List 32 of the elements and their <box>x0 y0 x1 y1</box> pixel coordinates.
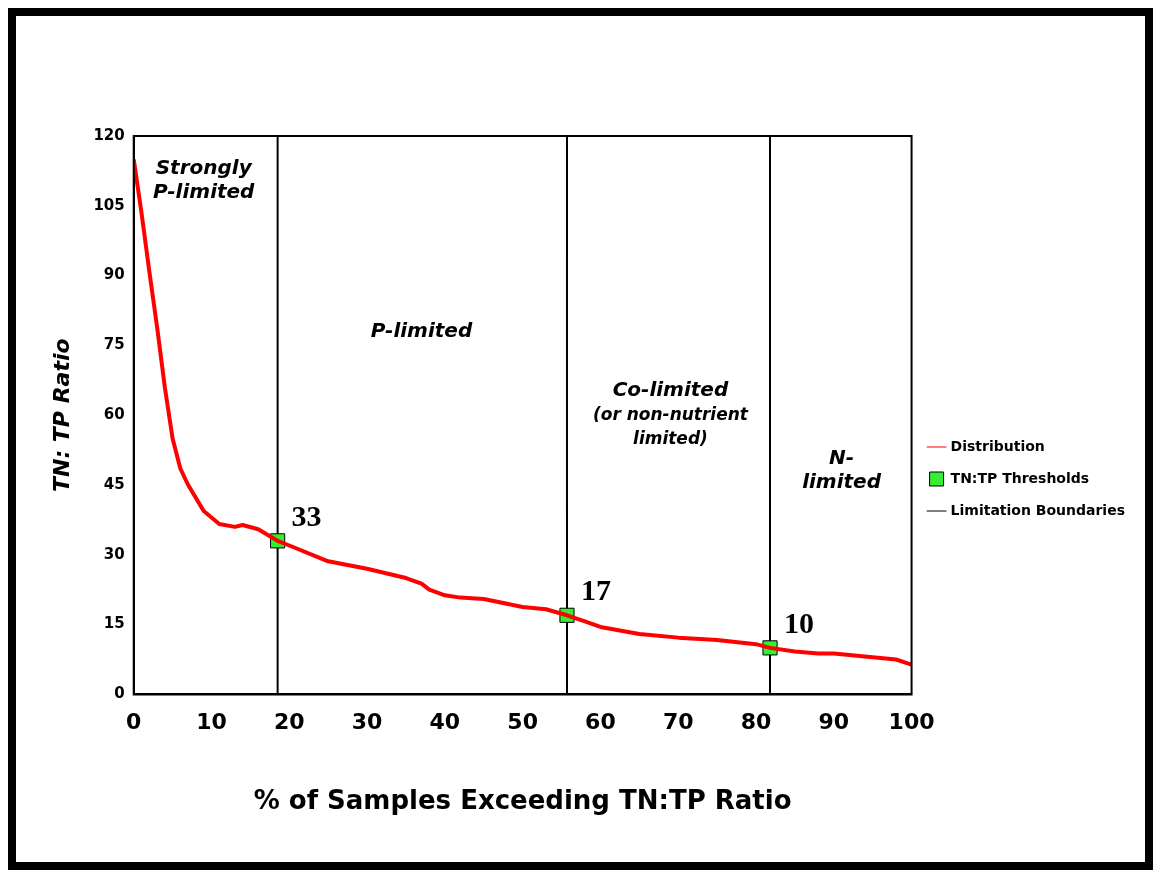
y-tick-label: 60 <box>103 405 125 424</box>
y-tick-label: 30 <box>103 544 125 563</box>
y-axis-title: TN: TP Ratio <box>48 338 74 493</box>
x-tick-label: 30 <box>351 709 383 735</box>
x-tick-label: 80 <box>740 709 772 735</box>
legend-label: TN:TP Thresholds <box>950 469 1090 486</box>
x-tick-label: 50 <box>507 709 538 735</box>
x-tick-label: 60 <box>585 709 616 735</box>
annotation: Strongly P-limited <box>152 154 256 203</box>
legend-label: Limitation Boundaries <box>950 501 1125 518</box>
data-label: 17 <box>580 573 611 607</box>
annotation: N- limited <box>802 445 882 494</box>
x-tick-label: 100 <box>888 709 935 735</box>
data-label: 10 <box>784 605 815 639</box>
y-tick-label: 120 <box>93 125 125 144</box>
x-tick-label: 40 <box>429 709 461 735</box>
x-tick-label: 90 <box>818 709 850 735</box>
data-label: 33 <box>291 498 322 532</box>
y-tick-label: 15 <box>103 614 125 633</box>
annotation: Co-limited (or non-nutrient limited) <box>592 377 749 448</box>
x-tick-label: 0 <box>126 709 142 735</box>
x-axis-title: % of Samples Exceeding TN:TP Ratio <box>253 785 792 816</box>
annotation: P-limited <box>370 317 473 342</box>
x-tick-label: 10 <box>196 709 227 735</box>
y-tick-label: 75 <box>103 335 125 354</box>
y-tick-label: 45 <box>103 474 125 493</box>
x-tick-label: 70 <box>662 709 694 735</box>
y-tick-label: 90 <box>103 265 125 284</box>
y-tick-label: 0 <box>114 684 125 703</box>
x-tick-label: 20 <box>273 709 305 735</box>
legend-label: Distribution <box>950 437 1045 454</box>
y-tick-label: 105 <box>93 195 125 214</box>
